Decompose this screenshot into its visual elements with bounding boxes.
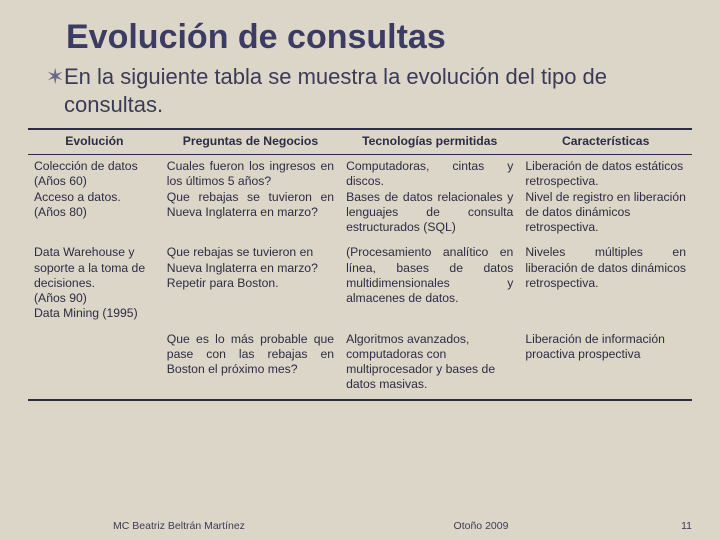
cell: Liberación de información proactiva pros… <box>519 328 692 400</box>
slide-title: Evolución de consultas <box>66 18 692 57</box>
table-row: Que es lo más probable que pase con las … <box>28 328 692 400</box>
table-row: Data Warehouse y soporte a la toma de de… <box>28 241 692 327</box>
th-caracteristicas: Características <box>519 129 692 155</box>
evolution-table: Evolución Preguntas de Negocios Tecnolog… <box>28 128 692 401</box>
footer-term: Otoño 2009 <box>330 520 632 532</box>
cell: Data Warehouse y soporte a la toma de de… <box>28 241 161 327</box>
cell: Cuales fueron los ingresos en los último… <box>161 155 340 242</box>
th-tecnologias: Tecnologías permitidas <box>340 129 519 155</box>
cell: Que rebajas se tuvieron en Nueva Inglate… <box>161 241 340 327</box>
intro-block: ✶ En la siguiente tabla se muestra la ev… <box>46 63 692 118</box>
cell: Algoritmos avanzados, computadoras con m… <box>340 328 519 400</box>
table-header-row: Evolución Preguntas de Negocios Tecnolog… <box>28 129 692 155</box>
slide-footer: MC Beatriz Beltrán Martínez Otoño 2009 1… <box>0 520 720 532</box>
th-evolucion: Evolución <box>28 129 161 155</box>
cell: (Procesamiento analítico en línea, bases… <box>340 241 519 327</box>
cell: Que es lo más probable que pase con las … <box>161 328 340 400</box>
cell: Liberación de datos estáticos retrospect… <box>519 155 692 242</box>
cell: Niveles múltiples en liberación de datos… <box>519 241 692 327</box>
table-row: Colección de datos (Años 60)Acceso a dat… <box>28 155 692 242</box>
cell: Colección de datos (Años 60)Acceso a dat… <box>28 155 161 242</box>
cell: Computadoras, cintas y discos.Bases de d… <box>340 155 519 242</box>
cell <box>28 328 161 400</box>
footer-author: MC Beatriz Beltrán Martínez <box>28 520 330 532</box>
bullet-icon: ✶ <box>46 63 64 91</box>
th-preguntas: Preguntas de Negocios <box>161 129 340 155</box>
footer-page-number: 11 <box>632 520 692 532</box>
intro-text: En la siguiente tabla se muestra la evol… <box>64 63 692 118</box>
